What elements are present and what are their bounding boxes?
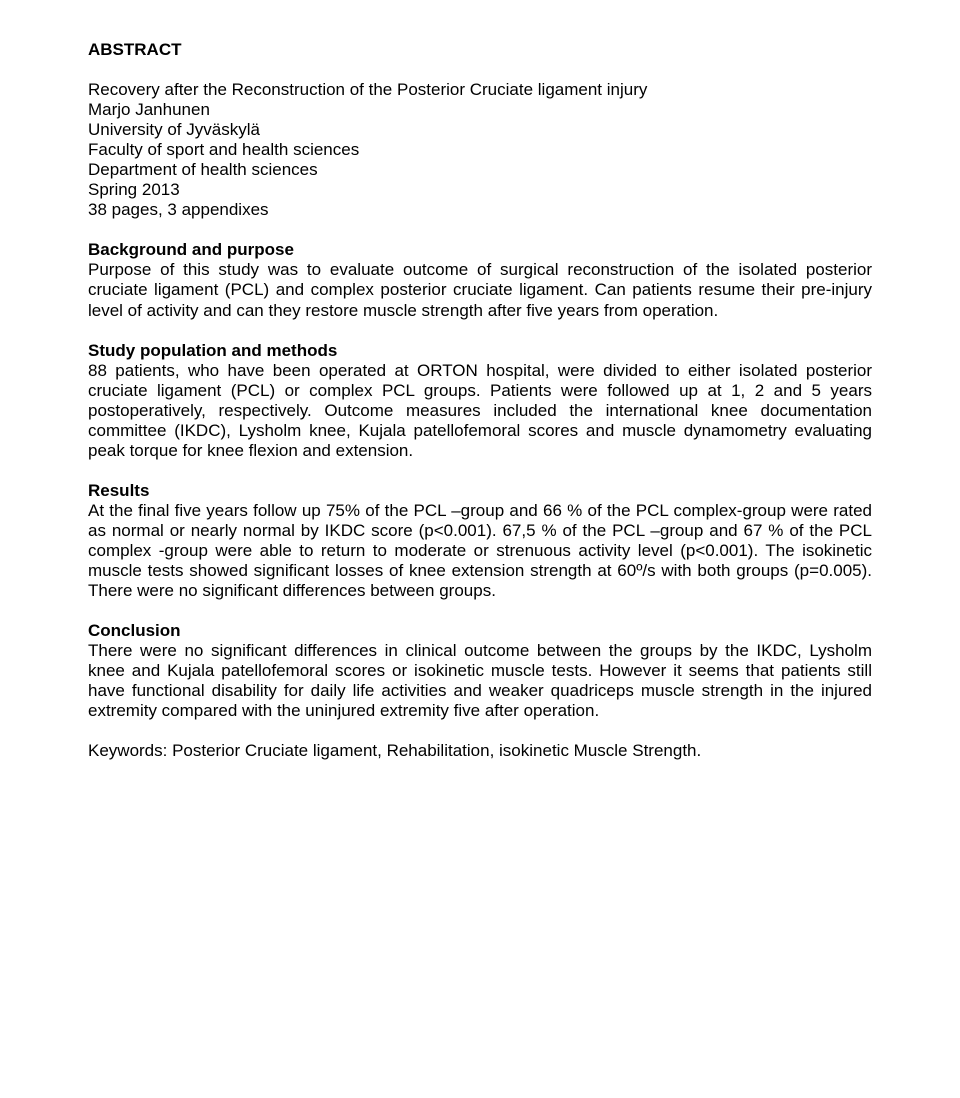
heading-results: Results: [88, 481, 149, 500]
meta-subtitle: Recovery after the Reconstruction of the…: [88, 80, 872, 100]
body-methods: 88 patients, who have been operated at O…: [88, 361, 872, 460]
meta-date: Spring 2013: [88, 180, 872, 200]
meta-university: University of Jyväskylä: [88, 120, 872, 140]
body-results: At the final five years follow up 75% of…: [88, 501, 872, 600]
section-results: Results At the final five years follow u…: [88, 481, 872, 601]
meta-faculty: Faculty of sport and health sciences: [88, 140, 872, 160]
keywords: Keywords: Posterior Cruciate ligament, R…: [88, 741, 872, 761]
section-conclusion: Conclusion There were no significant dif…: [88, 621, 872, 721]
abstract-title: ABSTRACT: [88, 40, 872, 60]
heading-background: Background and purpose: [88, 240, 294, 259]
heading-methods: Study population and methods: [88, 341, 337, 360]
heading-conclusion: Conclusion: [88, 621, 181, 640]
section-methods: Study population and methods 88 patients…: [88, 341, 872, 461]
body-background: Purpose of this study was to evaluate ou…: [88, 260, 872, 319]
meta-department: Department of health sciences: [88, 160, 872, 180]
meta-author: Marjo Janhunen: [88, 100, 872, 120]
meta-block: Recovery after the Reconstruction of the…: [88, 80, 872, 220]
body-conclusion: There were no significant differences in…: [88, 641, 872, 720]
page: ABSTRACT Recovery after the Reconstructi…: [0, 0, 960, 801]
section-background: Background and purpose Purpose of this s…: [88, 240, 872, 320]
meta-pages: 38 pages, 3 appendixes: [88, 200, 872, 220]
